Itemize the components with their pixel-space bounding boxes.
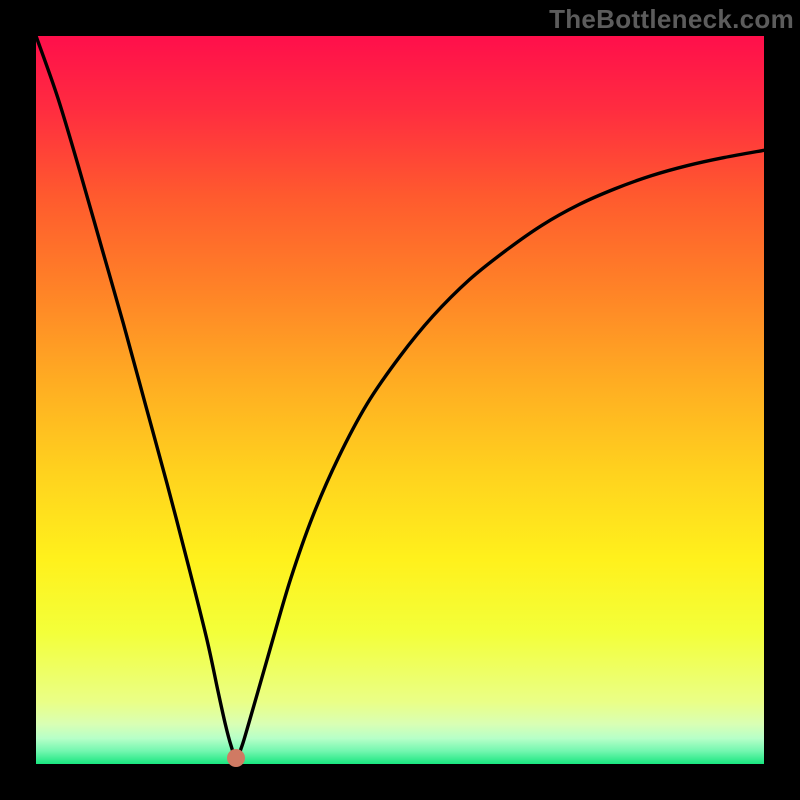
- curve-path: [36, 36, 764, 758]
- bottleneck-curve: [0, 0, 800, 800]
- watermark-text: TheBottleneck.com: [549, 4, 794, 35]
